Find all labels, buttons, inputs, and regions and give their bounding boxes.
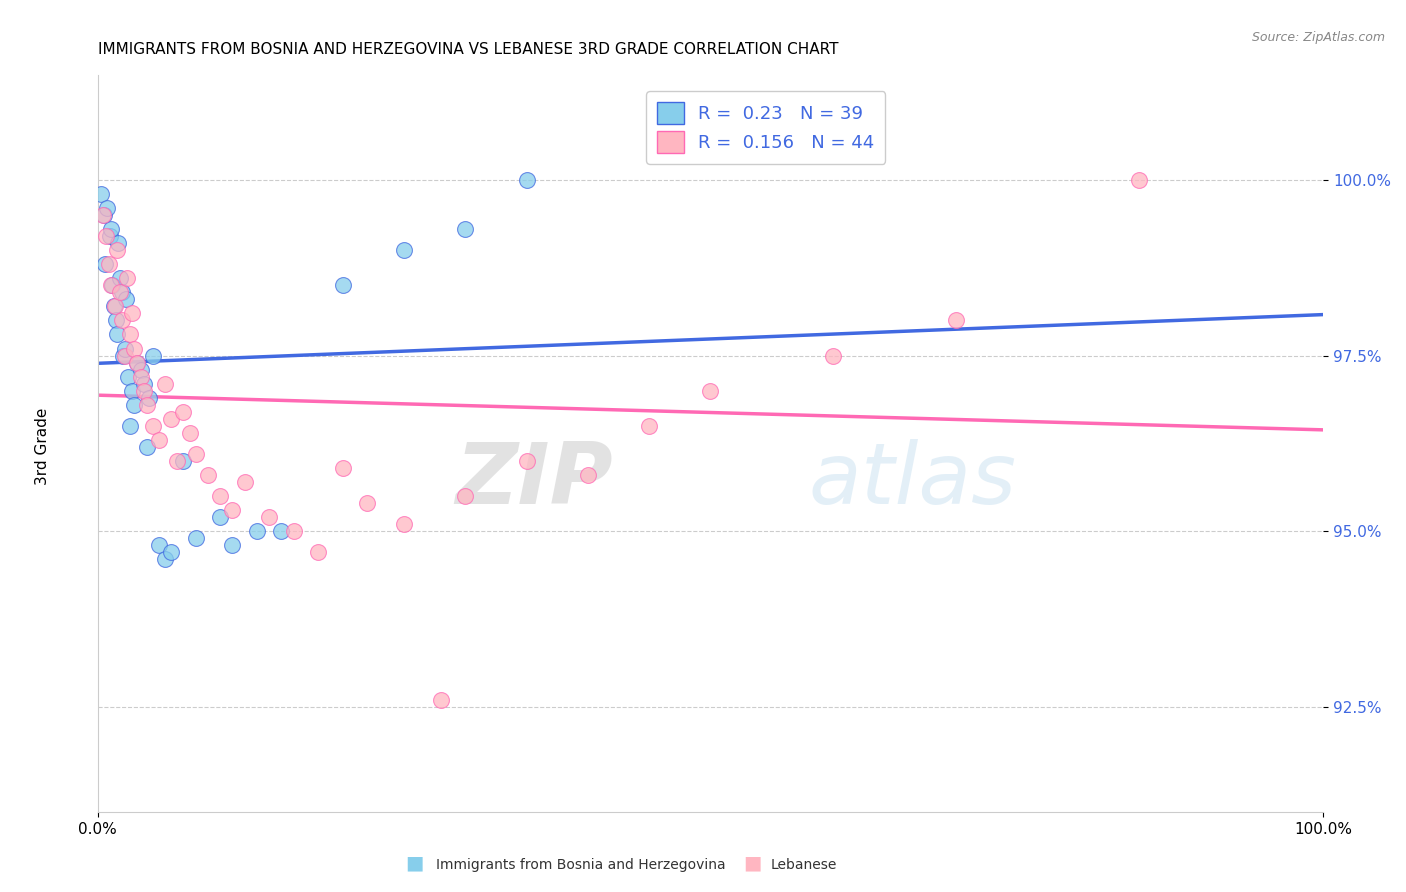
- Point: [148, 538, 170, 552]
- Point: [103, 299, 125, 313]
- Point: [160, 411, 183, 425]
- Legend: R =  0.23   N = 39, R =  0.156   N = 44: R = 0.23 N = 39, R = 0.156 N = 44: [645, 91, 886, 164]
- Point: [96, 201, 118, 215]
- Point: [821, 349, 844, 363]
- Point: [108, 271, 131, 285]
- Point: [111, 285, 134, 300]
- Point: [105, 313, 128, 327]
- Point: [105, 327, 128, 342]
- Point: [699, 384, 721, 398]
- Text: 3rd Grade: 3rd Grade: [35, 408, 49, 484]
- Point: [108, 285, 131, 300]
- Point: [392, 243, 415, 257]
- Text: atlas: atlas: [808, 439, 1017, 522]
- Point: [172, 405, 194, 419]
- Point: [160, 545, 183, 559]
- Point: [125, 355, 148, 369]
- Point: [392, 517, 415, 532]
- Point: [332, 461, 354, 475]
- Point: [118, 418, 141, 433]
- Point: [98, 229, 121, 244]
- Point: [166, 454, 188, 468]
- Text: Lebanese: Lebanese: [770, 858, 837, 872]
- Point: [135, 398, 157, 412]
- Point: [184, 447, 207, 461]
- Point: [257, 510, 280, 524]
- Point: [134, 384, 156, 398]
- Point: [638, 418, 661, 433]
- Point: [1128, 173, 1150, 187]
- Point: [91, 208, 114, 222]
- Point: [104, 299, 127, 313]
- Point: [118, 327, 141, 342]
- Point: [307, 545, 329, 559]
- Point: [184, 531, 207, 545]
- Point: [90, 186, 112, 201]
- Point: [115, 271, 138, 285]
- Text: IMMIGRANTS FROM BOSNIA AND HERZEGOVINA VS LEBANESE 3RD GRADE CORRELATION CHART: IMMIGRANTS FROM BOSNIA AND HERZEGOVINA V…: [97, 42, 838, 57]
- Point: [197, 467, 219, 482]
- Point: [121, 384, 143, 398]
- Point: [124, 398, 146, 412]
- Point: [105, 243, 128, 257]
- Point: [93, 208, 115, 222]
- Point: [121, 306, 143, 320]
- Point: [945, 313, 967, 327]
- Point: [454, 222, 477, 236]
- Point: [221, 503, 243, 517]
- Point: [129, 369, 152, 384]
- Point: [100, 278, 122, 293]
- Point: [454, 489, 477, 503]
- Point: [356, 496, 378, 510]
- Point: [114, 342, 136, 356]
- Text: ZIP: ZIP: [454, 439, 613, 522]
- Point: [233, 475, 256, 489]
- Point: [101, 278, 124, 293]
- Point: [516, 454, 538, 468]
- Text: ■: ■: [405, 854, 425, 872]
- Point: [107, 236, 129, 251]
- Point: [138, 391, 160, 405]
- Point: [209, 510, 232, 524]
- Point: [142, 418, 165, 433]
- Point: [100, 222, 122, 236]
- Point: [172, 454, 194, 468]
- Point: [283, 524, 305, 538]
- Point: [117, 369, 139, 384]
- Point: [112, 349, 135, 363]
- Point: [516, 173, 538, 187]
- Point: [209, 489, 232, 503]
- Text: Immigrants from Bosnia and Herzegovina: Immigrants from Bosnia and Herzegovina: [436, 858, 725, 872]
- Text: ■: ■: [742, 854, 762, 872]
- Point: [135, 440, 157, 454]
- Point: [97, 257, 120, 271]
- Text: Source: ZipAtlas.com: Source: ZipAtlas.com: [1251, 31, 1385, 45]
- Point: [114, 349, 136, 363]
- Point: [134, 376, 156, 391]
- Point: [270, 524, 292, 538]
- Point: [153, 552, 176, 566]
- Point: [153, 376, 176, 391]
- Point: [111, 313, 134, 327]
- Point: [96, 229, 118, 244]
- Point: [246, 524, 269, 538]
- Point: [430, 692, 453, 706]
- Point: [179, 425, 201, 440]
- Point: [125, 355, 148, 369]
- Point: [148, 433, 170, 447]
- Point: [124, 342, 146, 356]
- Point: [142, 349, 165, 363]
- Point: [221, 538, 243, 552]
- Point: [94, 257, 117, 271]
- Point: [576, 467, 599, 482]
- Point: [332, 278, 354, 293]
- Point: [114, 293, 136, 307]
- Point: [129, 362, 152, 376]
